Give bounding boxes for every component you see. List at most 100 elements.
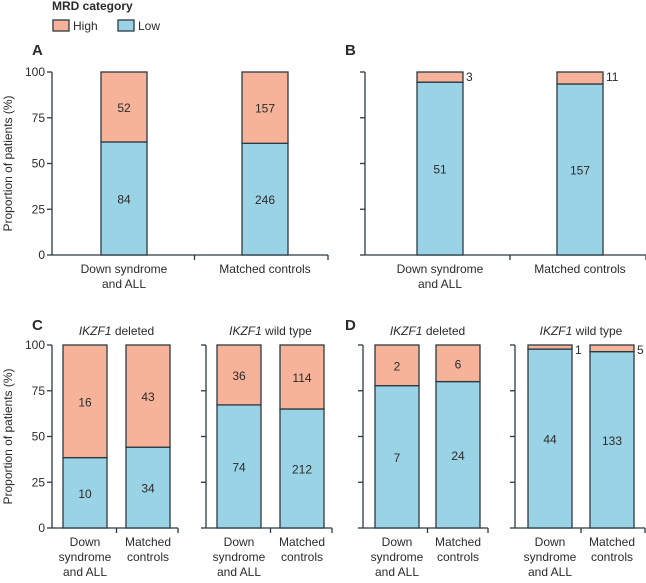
x-category-label: syndrome (524, 550, 577, 564)
bar-high (279, 344, 325, 410)
bar-high (527, 344, 573, 350)
subtitle-gene: IKZF1 (79, 324, 112, 338)
bar-low (416, 81, 464, 256)
panel-label: C (32, 317, 43, 334)
bar-low-label: 10 (78, 487, 92, 501)
bar-high (216, 344, 262, 406)
x-category-label: controls (127, 550, 169, 564)
x-category-label: and ALL (418, 277, 462, 291)
chart-panel-A: A 0 25 50 75 100 Proportion of patients (%) 84 5… (1, 42, 329, 291)
x-category-label: Matched (435, 535, 481, 549)
bar-high-label: 36 (232, 369, 246, 383)
bar-low-label: 157 (570, 163, 590, 177)
bar-low (374, 385, 420, 529)
bar-high-label: 11 (606, 70, 619, 84)
bar-high (556, 71, 604, 85)
x-category-label: Down (382, 535, 413, 549)
y-tick-label: 100 (25, 65, 45, 79)
bar-low (125, 446, 171, 529)
x-category-label: Down syndrome (81, 262, 168, 276)
x-category-label: Matched controls (219, 262, 310, 276)
bar-low-label: 7 (394, 451, 401, 465)
legend: MRD category High Low (52, 0, 160, 33)
panel-subtitle: IKZF1 wild type (540, 324, 623, 338)
legend-low-label: Low (138, 19, 160, 33)
bar-high-label: 52 (117, 101, 131, 115)
bar-high-label: 2 (394, 359, 401, 373)
bar-low (100, 141, 148, 256)
legend-low-swatch (117, 19, 135, 32)
subtitle-status: deleted (111, 324, 154, 338)
y-tick-label: 75 (32, 384, 46, 398)
subtitle-gene: IKZF1 (229, 324, 262, 338)
y-axis-label: Proportion of patients (%) (1, 95, 15, 231)
x-category-label: Matched (589, 535, 635, 549)
y-tick-label: 50 (32, 157, 46, 171)
bar-high (100, 71, 148, 143)
x-category-label: Matched controls (534, 262, 625, 276)
x-category-label: and ALL (102, 277, 146, 291)
subtitle-gene: IKZF1 (540, 324, 573, 338)
y-tick-label: 25 (32, 202, 46, 216)
bar-high (416, 71, 464, 83)
bar-low (279, 408, 325, 529)
bar-low (62, 456, 108, 529)
bar-low-label: 133 (602, 434, 622, 448)
legend-high-label: High (73, 19, 98, 33)
panel-label: B (345, 42, 356, 59)
x-category-label: and ALL (528, 565, 572, 579)
subtitle-status: wild type (262, 324, 312, 338)
bar-high (374, 344, 420, 387)
y-tick-label: 0 (38, 248, 45, 262)
chart-panel-C: C IKZF1 deleted 0 25 50 75 100 Proportion of pa… (1, 317, 179, 579)
y-tick-label: 100 (25, 338, 45, 352)
x-category-label: Down (224, 535, 255, 549)
x-category-label: controls (437, 550, 479, 564)
y-tick-label: 0 (38, 521, 45, 535)
x-category-label: syndrome (371, 550, 424, 564)
legend-title: MRD category (52, 0, 133, 13)
bar-low-label: 44 (543, 433, 557, 447)
bar-high (62, 344, 108, 459)
bar-low (435, 380, 481, 529)
bar-high-label: 157 (255, 102, 275, 116)
panel-subtitle: IKZF1 deleted (79, 324, 154, 338)
panel-subtitle: IKZF1 deleted (390, 324, 465, 338)
bar-low-label: 246 (255, 193, 275, 207)
y-tick-label: 25 (32, 475, 46, 489)
bar-low (527, 348, 573, 529)
bar-low (589, 350, 635, 529)
bar-low-label: 51 (433, 163, 447, 177)
bar-high (589, 344, 635, 353)
legend-high-swatch (52, 19, 70, 32)
panel-subtitle: IKZF1 wild type (229, 324, 312, 338)
subtitle-status: wild type (572, 324, 622, 338)
x-category-label: syndrome (213, 550, 266, 564)
x-category-label: and ALL (375, 565, 419, 579)
x-category-label: controls (591, 550, 633, 564)
bar-high-label: 43 (141, 390, 155, 404)
y-tick-label: 75 (32, 111, 46, 125)
bar-high-label: 1 (575, 343, 582, 357)
bar-high-label: 6 (455, 357, 462, 371)
bar-high-label: 114 (292, 371, 311, 385)
bar-high (241, 71, 289, 144)
x-category-label: syndrome (59, 550, 112, 564)
bar-low-label: 74 (232, 460, 246, 474)
x-category-label: Down (535, 535, 566, 549)
y-tick-label: 50 (32, 430, 46, 444)
bar-low-label: 34 (141, 482, 155, 496)
x-category-label: controls (281, 550, 323, 564)
x-category-label: Down syndrome (397, 262, 484, 276)
bar-high-label: 16 (78, 395, 92, 409)
bar-high-label: 5 (637, 343, 644, 357)
x-category-label: and ALL (217, 565, 261, 579)
bar-low (216, 404, 262, 529)
x-category-label: Down (70, 535, 101, 549)
bar-low-label: 24 (451, 449, 465, 463)
bar-low-label: 84 (117, 192, 131, 206)
